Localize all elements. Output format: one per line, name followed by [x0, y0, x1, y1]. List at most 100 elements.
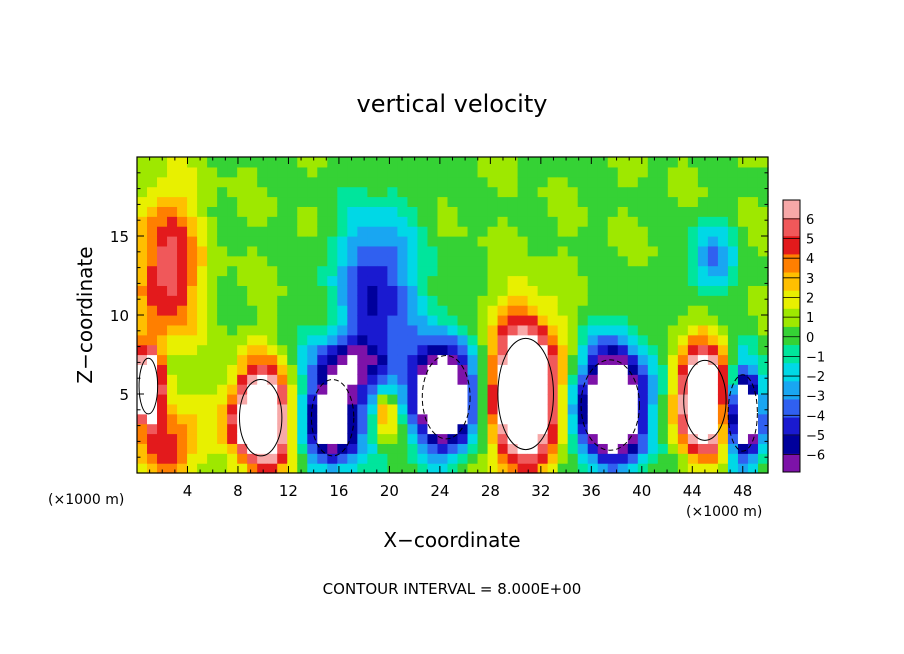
heatmap-cell — [747, 305, 759, 316]
heatmap-cell — [187, 463, 198, 474]
heatmap-cell — [547, 443, 559, 454]
heatmap-cell — [597, 176, 609, 188]
heatmap-cell — [717, 216, 729, 227]
heatmap-cell — [727, 403, 739, 415]
heatmap-cell — [227, 384, 238, 395]
heatmap-cell — [347, 374, 358, 385]
heatmap-cell — [137, 255, 148, 267]
heatmap-cell — [647, 384, 659, 395]
heatmap-cell — [587, 186, 599, 198]
heatmap-cell — [147, 463, 158, 474]
heatmap-cell — [477, 324, 489, 336]
heatmap-cell — [137, 403, 148, 415]
heatmap-cell — [337, 453, 348, 464]
heatmap-cell — [727, 157, 739, 168]
heatmap-cell — [317, 305, 328, 316]
heatmap-cell — [677, 255, 689, 267]
heatmap-cell — [527, 443, 539, 454]
heatmap-cell — [237, 374, 248, 385]
heatmap-cell — [477, 315, 489, 326]
heatmap-cell — [617, 443, 629, 454]
heatmap-cell — [707, 364, 719, 375]
heatmap-cell — [367, 265, 378, 277]
heatmap-cell — [217, 334, 228, 346]
heatmap-cell — [337, 196, 348, 207]
heatmap-cell — [267, 295, 278, 306]
heatmap-cell — [357, 443, 368, 454]
heatmap-cell — [457, 413, 469, 425]
heatmap-cell — [697, 295, 709, 306]
heatmap-cell — [737, 245, 749, 257]
heatmap-cell — [347, 433, 358, 444]
heatmap-cell — [467, 305, 479, 316]
heatmap-cell — [617, 344, 629, 356]
heatmap-cell — [707, 344, 719, 356]
heatmap-cell — [317, 236, 328, 247]
heatmap-cell — [577, 295, 589, 306]
heatmap-cell — [507, 305, 519, 316]
heatmap-cell — [437, 354, 449, 365]
heatmap-cell — [387, 295, 399, 306]
heatmap-cell — [367, 334, 378, 346]
heatmap-cell — [407, 186, 419, 198]
heatmap-cell — [537, 275, 549, 286]
heatmap-cell — [277, 166, 288, 178]
heatmap-cell — [757, 245, 769, 257]
colorbar-label: 4 — [806, 252, 814, 267]
heatmap-cell — [417, 324, 429, 336]
heatmap-cell — [727, 166, 739, 178]
heatmap-cell — [407, 354, 419, 365]
heatmap-cell — [287, 344, 298, 356]
heatmap-cell — [667, 295, 679, 306]
heatmap-cell — [727, 255, 739, 267]
heatmap-cell — [347, 463, 358, 474]
heatmap-cell — [567, 364, 579, 375]
heatmap-cell — [197, 423, 208, 435]
heatmap-cell — [187, 354, 198, 365]
heatmap-cell — [727, 275, 739, 286]
heatmap-cell — [157, 295, 168, 306]
heatmap-cell — [757, 186, 769, 198]
heatmap-cell — [517, 166, 529, 178]
heatmap-cell — [197, 255, 208, 267]
heatmap-cell — [717, 236, 729, 247]
heatmap-cell — [537, 423, 549, 435]
colorbar-swatch — [783, 417, 800, 437]
heatmap-cell — [337, 166, 348, 178]
heatmap-cell — [587, 463, 599, 474]
heatmap-cell — [387, 265, 399, 277]
heatmap-cell — [507, 443, 519, 454]
heatmap-cell — [757, 315, 769, 326]
heatmap-cell — [137, 265, 148, 277]
heatmap-cell — [287, 157, 298, 168]
heatmap-cell — [627, 186, 639, 198]
heatmap-cell — [137, 364, 148, 375]
heatmap-cell — [687, 206, 699, 217]
heatmap-cell — [587, 206, 599, 217]
heatmap-cell — [167, 384, 178, 395]
heatmap-cell — [147, 443, 158, 454]
heatmap-cell — [397, 255, 409, 267]
heatmap-cell — [467, 255, 479, 267]
heatmap-cell — [637, 443, 649, 454]
heatmap-cell — [747, 176, 759, 188]
heatmap-cell — [287, 186, 298, 198]
heatmap-cell — [727, 226, 739, 237]
heatmap-cell — [597, 463, 609, 474]
heatmap-cell — [277, 344, 288, 356]
heatmap-cell — [227, 463, 238, 474]
heatmap-cell — [257, 344, 268, 356]
heatmap-cell — [147, 403, 158, 415]
heatmap-cell — [467, 463, 479, 474]
heatmap-cell — [507, 196, 519, 207]
heatmap-cell — [327, 374, 338, 385]
heatmap-cell — [747, 186, 759, 198]
heatmap-cell — [297, 384, 308, 395]
heatmap-cell — [357, 394, 368, 405]
heatmap-cell — [717, 245, 729, 257]
heatmap-cell — [447, 157, 459, 168]
colorbar-label: −5 — [806, 429, 825, 444]
heatmap-cell — [147, 384, 158, 395]
heatmap-cell — [237, 463, 248, 474]
heatmap-cell — [187, 453, 198, 464]
